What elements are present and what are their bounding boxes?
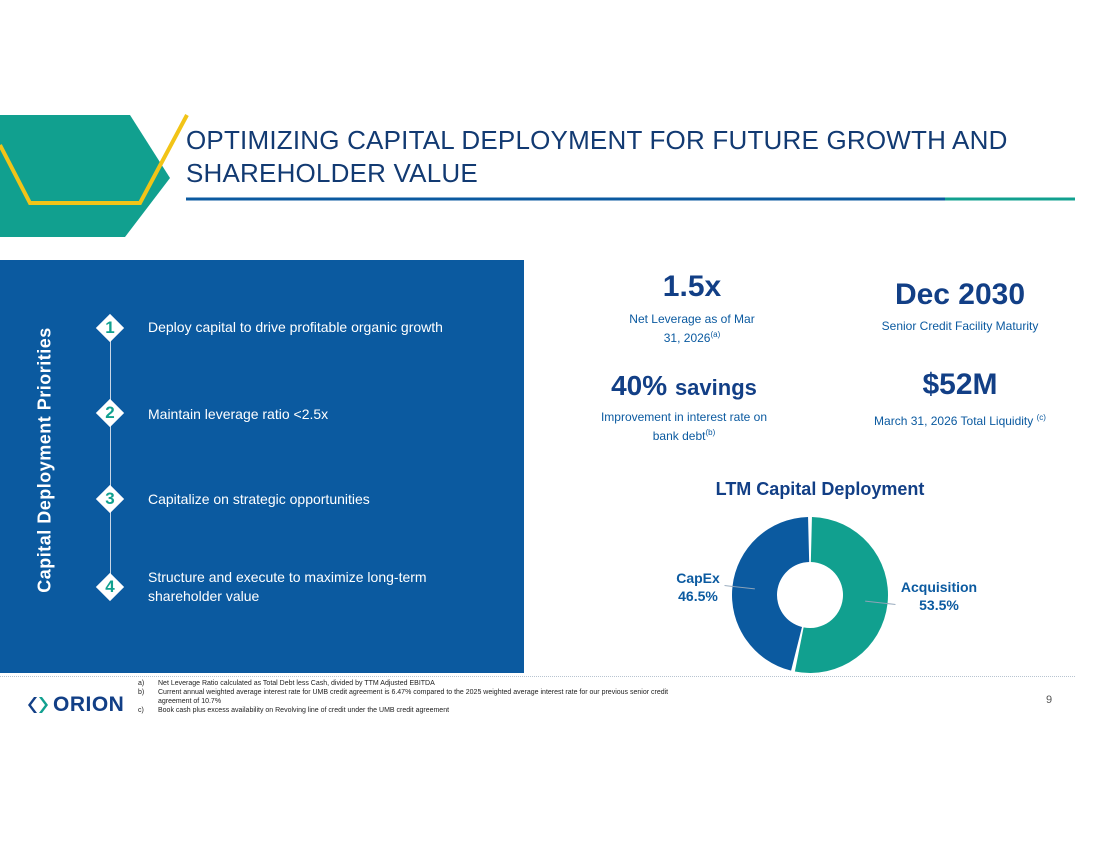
- kpi-liquidity-label: March 31, 2026 Total Liquidity (c): [874, 413, 1046, 428]
- step-4-text: Structure and execute to maximize long-t…: [148, 569, 427, 604]
- teal-chevron-shape: [0, 115, 170, 237]
- step-2-number: 2: [105, 403, 115, 422]
- step-1-number: 1: [105, 318, 115, 337]
- capital-deployment-donut-chart: [724, 517, 896, 673]
- kpi-savings-suffix: savings: [674, 375, 757, 400]
- chart-title: LTM Capital Deployment: [715, 479, 925, 499]
- priorities-heading: Capital Deployment Priorities: [34, 327, 55, 593]
- footnote-c: c) Book cash plus excess availability on …: [138, 707, 450, 714]
- leader-line-acquisition: [865, 600, 896, 605]
- page-number: 9: [1046, 694, 1053, 706]
- kpi-savings-value: 40% savings: [611, 370, 757, 401]
- step-4-number: 4: [105, 577, 115, 596]
- step-2-text: Maintain leverage ratio <2.5x: [148, 406, 329, 422]
- step-3-number: 3: [105, 489, 115, 508]
- step-3-text: Capitalize on strategic opportunities: [148, 491, 370, 507]
- footnote-ref-c: (c): [1036, 413, 1046, 422]
- footnote-a: a) Net Leverage Ratio calculated as Total…: [138, 680, 435, 687]
- footnotes: a) Net Leverage Ratio calculated as Total…: [138, 679, 698, 715]
- step-1-text: Deploy capital to drive profitable organ…: [148, 319, 443, 335]
- yellow-accent-line: [0, 114, 189, 205]
- kpi-maturity-label: Senior Credit Facility Maturity: [881, 319, 1039, 333]
- kpi-savings-label: Improvement in interest rate on bank deb…: [600, 410, 768, 443]
- kpi-liquidity-value: $52M: [922, 368, 998, 401]
- header-decoration: [0, 114, 1075, 237]
- footnote-ref-a: (a): [710, 330, 721, 339]
- kpi-maturity-value: Dec 2030: [894, 278, 1026, 311]
- donut-slice-capex: [732, 517, 810, 671]
- donut-slice-acquisition: [794, 517, 889, 673]
- logo-text: ORION: [53, 693, 125, 716]
- kpi-net-leverage-value: 1.5x: [662, 270, 722, 303]
- footnote-ref-b: (b): [705, 428, 716, 437]
- slide-title: OPTIMIZING CAPITAL DEPLOYMENT FOR FUTURE…: [186, 125, 1008, 188]
- orion-logo: ORION: [26, 693, 124, 717]
- slice-label-capex: CapEx 46.5%: [676, 570, 720, 604]
- priorities-panel: [0, 260, 524, 673]
- timeline-line: [110, 328, 111, 590]
- footnote-b: b) Current annual weighted average intere…: [138, 689, 669, 705]
- orion-logo-mark-icon: [28, 697, 48, 713]
- slice-label-acquisition: Acquisition 53.5%: [900, 579, 978, 613]
- footer-divider: [0, 676, 1075, 677]
- kpi-net-leverage-label: Net Leverage as of Mar 31, 2026(a): [629, 312, 755, 345]
- leader-line-capex: [724, 585, 755, 590]
